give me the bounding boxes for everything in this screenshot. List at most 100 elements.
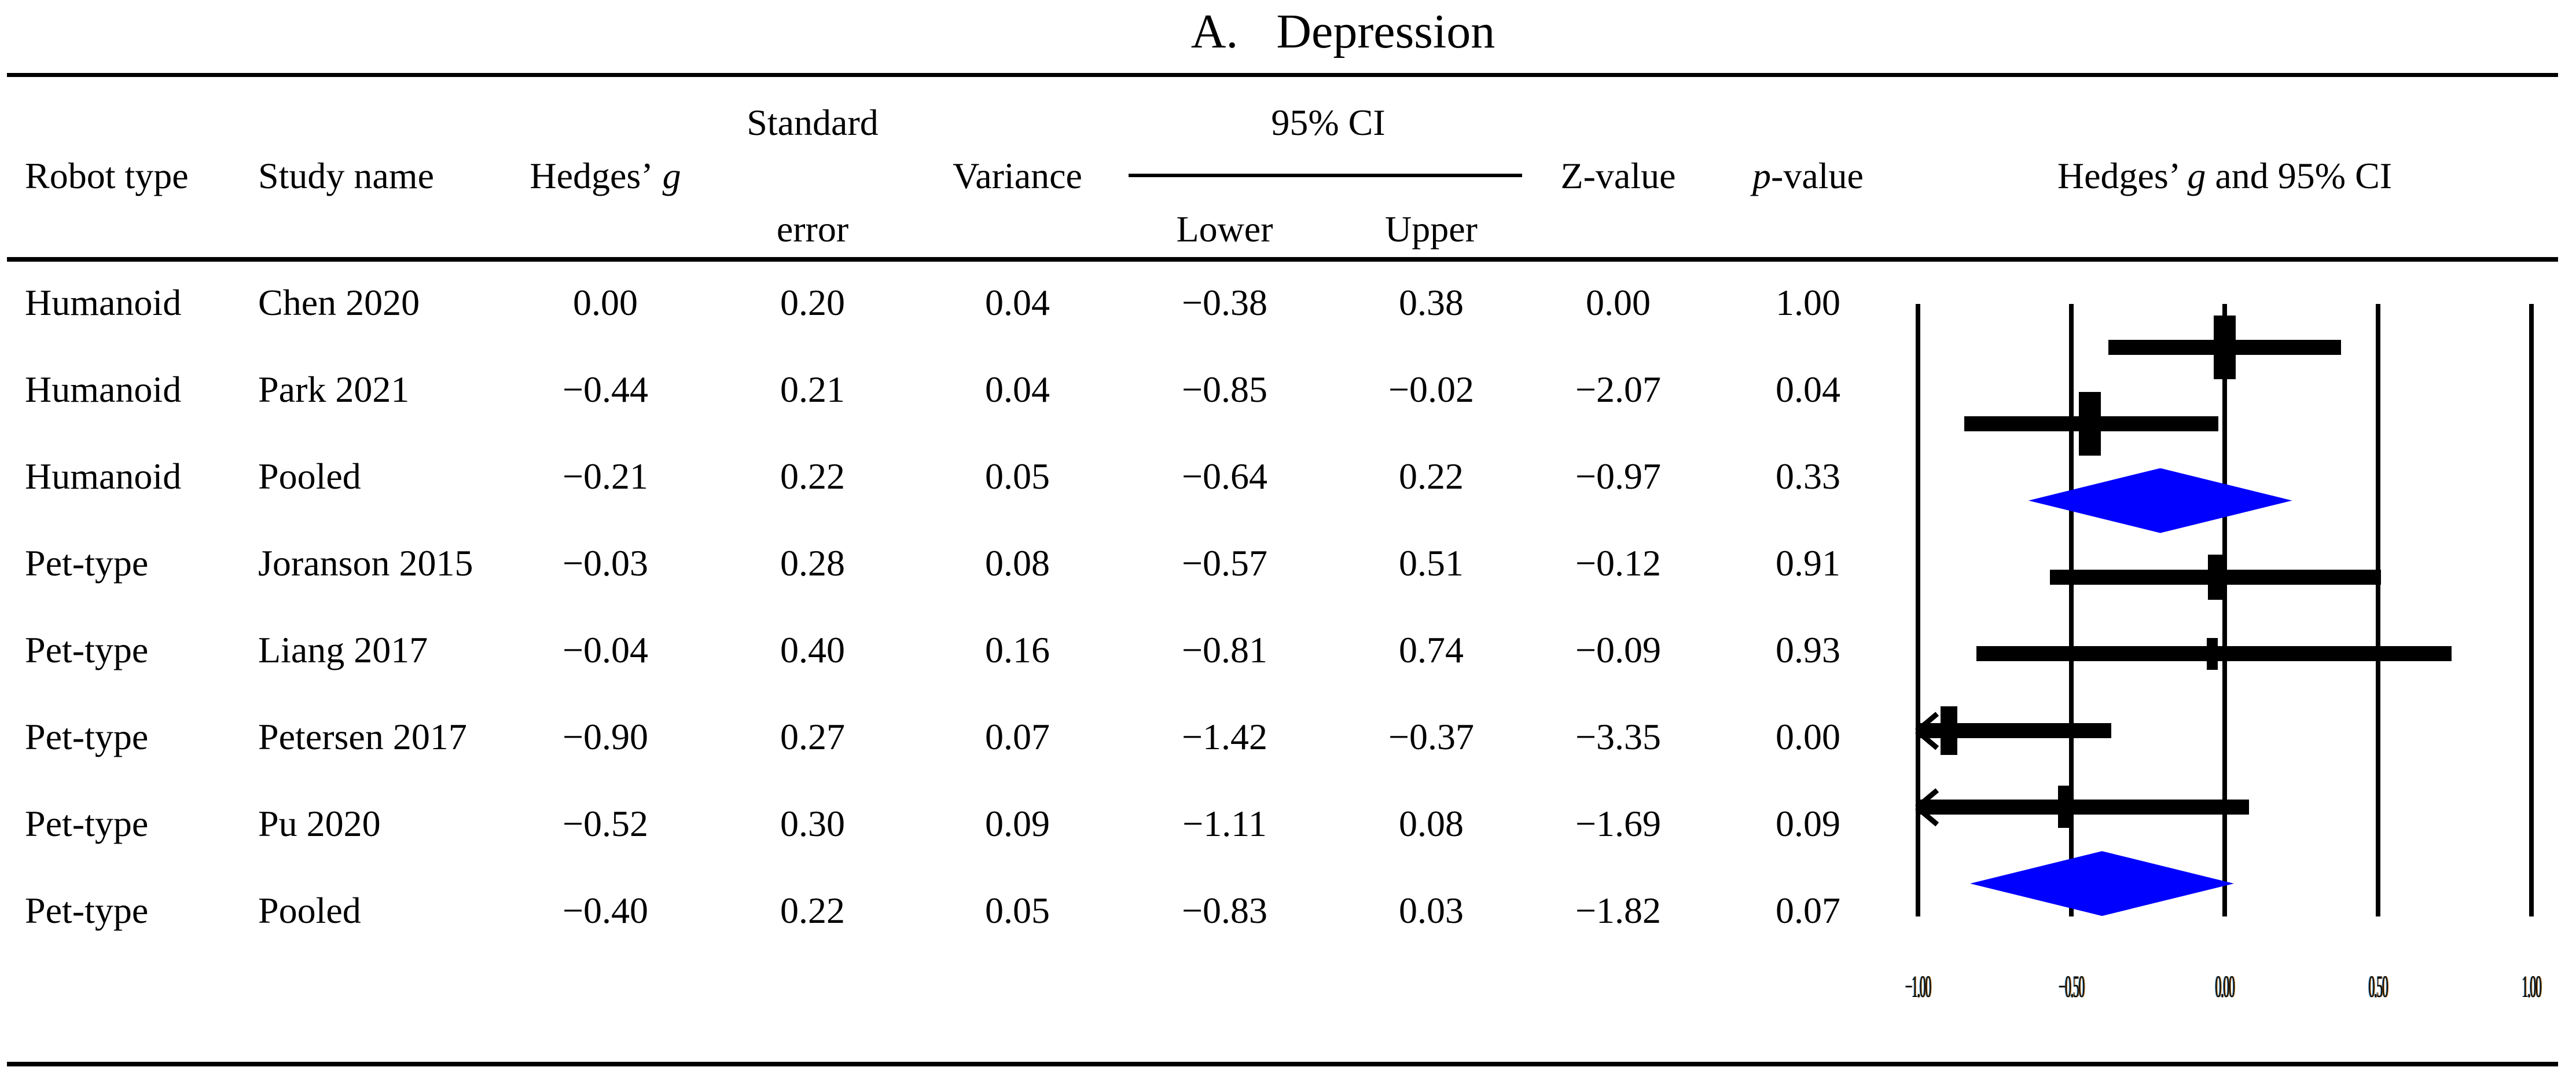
ci-group-underline — [1129, 174, 1522, 177]
cell-ci-lower: −0.83 — [1181, 890, 1268, 931]
cell-hedges-g: −0.90 — [562, 716, 649, 757]
table-row: Pet-type Petersen 2017 −0.90 0.27 0.07 −1.42 −… — [0, 694, 2576, 780]
cell-p-value: 1.00 — [1776, 282, 1840, 323]
cell-z-value: −0.97 — [1575, 456, 1662, 497]
effect-marker — [2214, 316, 2236, 379]
cell-robot-type: Humanoid — [25, 282, 182, 323]
effect-marker — [1940, 706, 1957, 755]
cell-ci-lower: −0.57 — [1181, 542, 1268, 584]
cell-z-value: −3.35 — [1575, 716, 1662, 757]
cell-ci-upper: 0.74 — [1399, 629, 1464, 670]
header-hedges-g: Hedges’ g — [530, 155, 681, 196]
cell-hedges-g: −0.03 — [562, 542, 649, 584]
cell-study-name: Chen 2020 — [258, 282, 420, 323]
header-rule — [7, 257, 2558, 262]
cell-standard-error: 0.22 — [780, 456, 845, 497]
cell-ci-lower: −0.38 — [1181, 282, 1268, 323]
table-row: Pet-type Liang 2017 −0.04 0.40 0.16 −0.81 0.74… — [0, 607, 2576, 694]
cell-hedges-g: −0.21 — [562, 456, 649, 497]
pooled-diamond — [2028, 468, 2292, 533]
cell-study-name: Petersen 2017 — [258, 716, 467, 757]
cell-ci-upper: 0.51 — [1399, 542, 1464, 584]
header-robot-type: Robot type — [25, 155, 189, 196]
forest-plot: −1.00 −0.50 0.00 0.50 1.00 — [1883, 304, 2575, 1045]
cell-variance: 0.08 — [985, 542, 1050, 584]
cell-hedges-g: −0.04 — [562, 629, 649, 670]
cell-standard-error: 0.20 — [780, 282, 845, 323]
cell-variance: 0.16 — [985, 629, 1050, 670]
cell-ci-upper: 0.08 — [1399, 803, 1464, 844]
ci-bar — [1918, 799, 2250, 815]
effect-marker — [2078, 392, 2101, 456]
cell-robot-type: Pet-type — [25, 890, 149, 931]
cell-robot-type: Pet-type — [25, 542, 149, 584]
cell-robot-type: Humanoid — [25, 369, 182, 410]
cell-variance: 0.04 — [985, 369, 1050, 410]
cell-standard-error: 0.28 — [780, 542, 845, 584]
cell-z-value: −1.69 — [1575, 803, 1662, 844]
cell-variance: 0.05 — [985, 456, 1050, 497]
cell-p-value: 0.09 — [1776, 803, 1840, 844]
cell-standard-error: 0.40 — [780, 629, 845, 670]
cell-p-value: 0.00 — [1776, 716, 1840, 757]
cell-robot-type: Pet-type — [25, 629, 149, 670]
axis-tick-label: 0.00 — [2215, 969, 2235, 1004]
effect-marker — [2057, 786, 2072, 828]
cell-z-value: −2.07 — [1575, 369, 1662, 410]
cell-study-name: Liang 2017 — [258, 629, 428, 670]
cell-z-value: 0.00 — [1586, 282, 1651, 323]
cell-p-value: 0.33 — [1776, 456, 1840, 497]
figure-title: A. Depression — [0, 3, 2576, 60]
cell-ci-upper: 0.03 — [1399, 890, 1464, 931]
pooled-diamond — [1970, 851, 2234, 916]
panel-title-text: Depression — [1276, 5, 1495, 58]
cell-study-name: Park 2021 — [258, 369, 410, 410]
cell-ci-lower: −0.64 — [1181, 456, 1268, 497]
cell-robot-type: Pet-type — [25, 716, 149, 757]
cell-ci-upper: 0.38 — [1399, 282, 1464, 323]
header-z-value: Z-value — [1560, 155, 1676, 196]
cell-ci-lower: −0.81 — [1181, 629, 1268, 670]
cell-standard-error: 0.30 — [780, 803, 845, 844]
cell-study-name: Pooled — [258, 890, 361, 931]
cell-hedges-g: −0.44 — [562, 369, 649, 410]
header-standard-error-line2: error — [776, 208, 849, 250]
header-plot-title: Hedges’ g and 95% CI — [2057, 155, 2393, 196]
header-study-name: Study name — [258, 155, 434, 196]
grid-line — [2069, 304, 2074, 916]
cell-z-value: −0.09 — [1575, 629, 1662, 670]
cell-variance: 0.05 — [985, 890, 1050, 931]
table-row: Humanoid Chen 2020 0.00 0.20 0.04 −0.38 0.38 0.… — [0, 259, 2576, 346]
cell-z-value: −0.12 — [1575, 542, 1662, 584]
cell-p-value: 0.93 — [1776, 629, 1840, 670]
header-p-value: p-value — [1752, 155, 1864, 196]
header-standard-error-line1: Standard — [747, 102, 879, 143]
cell-z-value: −1.82 — [1575, 890, 1662, 931]
axis-tick-label: 1.00 — [2522, 969, 2542, 1004]
table-row: Humanoid Park 2021 −0.44 0.21 0.04 −0.85 −0.02… — [0, 346, 2576, 433]
axis-tick-label: −1.00 — [1905, 969, 1931, 1004]
grid-line — [2376, 304, 2380, 916]
bottom-rule — [7, 1062, 2558, 1066]
header-ci-group: 95% CI — [1271, 102, 1386, 143]
cell-ci-lower: −1.11 — [1182, 803, 1267, 844]
axis-tick-label: 0.50 — [2368, 969, 2388, 1004]
cell-hedges-g: 0.00 — [573, 282, 638, 323]
table-row: Pet-type Joranson 2015 −0.03 0.28 0.08 −0.57 0… — [0, 520, 2576, 607]
header-ci-upper: Upper — [1385, 208, 1478, 250]
cell-p-value: 0.04 — [1776, 369, 1840, 410]
cell-p-value: 0.91 — [1776, 542, 1840, 584]
top-rule — [7, 73, 2558, 77]
cell-study-name: Pooled — [258, 456, 361, 497]
grid-line — [1916, 304, 1920, 916]
panel-label: A. — [1190, 5, 1239, 58]
cell-variance: 0.04 — [985, 282, 1050, 323]
table-row: Pet-type Pooled −0.40 0.22 0.05 −0.83 0.03 −1.8… — [0, 867, 2576, 954]
cell-study-name: Pu 2020 — [258, 803, 381, 844]
cell-ci-upper: 0.22 — [1399, 456, 1464, 497]
cell-hedges-g: −0.40 — [562, 890, 649, 931]
grid-line — [2222, 304, 2227, 916]
effect-marker — [2207, 554, 2224, 600]
cell-ci-lower: −0.85 — [1181, 369, 1268, 410]
